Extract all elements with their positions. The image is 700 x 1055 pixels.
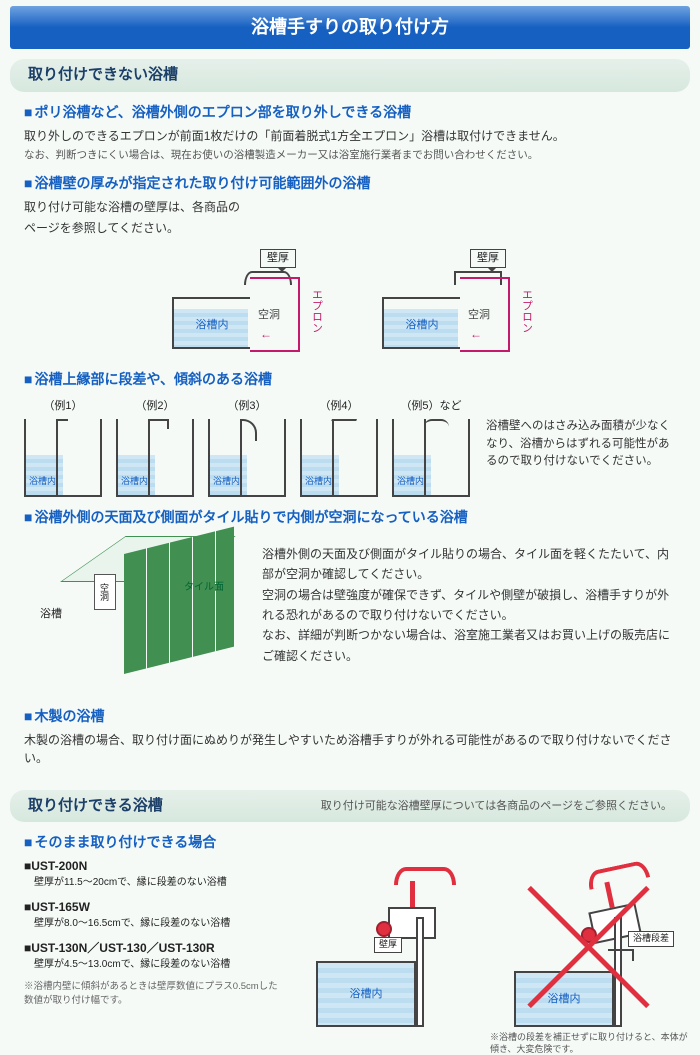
s3-heading: 浴槽上縁部に段差や、傾斜のある浴槽 [24,369,676,390]
ex5-label: （例5）など [392,398,470,415]
tub-cross-section-2: 壁厚 浴槽内 空洞 ← エプロン [370,249,540,359]
rim-shape [56,419,100,495]
s4-block: 空洞 浴槽 タイル面 浴槽外側の天面及び側面がタイル貼りの場合、タイル面を軽くた… [24,536,676,696]
s5-text: 木製の浴槽の場合、取り付け面にぬめりが発生しやすいため浴槽手すりが外れる可能性が… [24,731,676,767]
product-code: UST-165W [24,898,284,916]
page-title: 浴槽手すりの取り付け方 [10,6,690,49]
inside-label: 浴槽内 [121,475,148,489]
install-bad-note: ※浴槽の段差を補正せずに取り付けると、本体が傾き、大変危険です。 [490,1032,690,1055]
ex1-label: （例1） [24,398,102,415]
wall-icon [416,917,424,1027]
ex4-shape: 浴槽内 [300,419,378,497]
example-set: （例1） 浴槽内 （例2） 浴槽内 （例3） 浴槽内 [24,398,470,497]
tub-cross-section-1: 壁厚 浴槽内 空洞 ← エプロン [160,249,330,359]
cross-icon [506,867,666,1027]
product-desc: 壁厚が11.5～20cmで、縁に段差のない浴槽 [34,875,284,890]
band-can-install: 取り付けできる浴槽 取り付け可能な浴槽壁厚については各商品のページをご参照くださ… [10,790,690,823]
arrow-left-icon: ← [470,325,482,343]
tile-face-label: タイル面 [184,580,224,595]
s4-text: 浴槽外側の天面及び側面がタイル貼りの場合、タイル面を軽くたたいて、内部が空洞か確… [262,536,676,696]
can-install-content: そのまま取り付けできる場合 UST-200N 壁厚が11.5～20cmで、縁に段… [0,832,700,1051]
inside-label: 浴槽内 [213,475,240,489]
s2-diagram-row: 壁厚 浴槽内 空洞 ← エプロン 壁厚 浴槽内 空洞 ← エプロン [24,249,676,359]
cannot-install-content: ポリ浴槽など、浴槽外側のエプロン部を取り外しできる浴槽 取り外しのできるエプロン… [0,102,700,784]
cavity-label: 空洞 [258,307,280,324]
s1-line1: 取り外しのできるエプロンが前面1枚だけの「前面着脱式1方全エプロン」浴槽は取付け… [24,127,676,145]
cavity-slot: 空洞 [94,574,116,610]
s2-heading: 浴槽壁の厚みが指定された取り付け可能範囲外の浴槽 [24,173,676,194]
ex3-label: （例3） [208,398,286,415]
s2-line2: ページを参照してください。 [24,219,676,237]
s2-line1: 取り付け可能な浴槽の壁厚は、各商品の [24,198,676,216]
install-item-0: UST-200N 壁厚が11.5～20cmで、縁に段差のない浴槽 [24,857,284,890]
tub-inside-label: 浴槽内 [382,297,460,349]
product-code: UST-130N／UST-130／UST-130R [24,939,284,957]
band-cannot-install: 取り付けできない浴槽 [10,59,690,92]
s1-line2: なお、判断つきにくい場合は、現在お使いの浴槽製造メーカー又は浴室施行業者までお問… [24,148,676,164]
example-5: （例5）など 浴槽内 [392,398,470,497]
wall-thickness-label: 壁厚 [374,937,402,953]
product-desc: 壁厚が4.5～13.0cmで、縁に段差のない浴槽 [34,957,284,972]
s3-row: （例1） 浴槽内 （例2） 浴槽内 （例3） 浴槽内 [24,398,676,497]
install-heading: そのまま取り付けできる場合 [24,832,676,853]
apron-label: エプロン [308,289,325,333]
install-item-2: UST-130N／UST-130／UST-130R 壁厚が4.5～13.0cmで… [24,939,284,972]
install-row: UST-200N 壁厚が11.5～20cmで、縁に段差のない浴槽 UST-165… [24,857,676,1037]
ex1-shape: 浴槽内 [24,419,102,497]
band-can-label: 取り付けできる浴槽 [28,797,163,814]
install-fine-print: ※浴槽内壁に傾斜があるときは壁厚数値にプラス0.5cmした数値が取り付け幅です。 [24,980,284,1007]
install-diagram-set: 壁厚 浴槽段差 ※浴槽の段差を補正せずに取り付けると、本体が傾き、大変危険です。 [298,857,676,1037]
ex2-shape: 浴槽内 [116,419,194,497]
rim-shape [332,419,376,495]
product-desc: 壁厚が8.0～16.5cmで、縁に段差のない浴槽 [34,916,284,931]
install-correct: 壁厚 [298,857,478,1037]
s5-heading: 木製の浴槽 [24,706,676,727]
product-code: UST-200N [24,857,284,875]
install-item-1: UST-165W 壁厚が8.0～16.5cmで、縁に段差のない浴槽 [24,898,284,931]
s4-heading: 浴槽外側の天面及び側面がタイル貼りで内側が空洞になっている浴槽 [24,507,676,528]
example-2: （例2） 浴槽内 [116,398,194,497]
inside-label: 浴槽内 [397,475,424,489]
inside-label: 浴槽内 [29,475,56,489]
example-3: （例3） 浴槽内 [208,398,286,497]
ex3-shape: 浴槽内 [208,419,286,497]
rim-shape [240,419,284,495]
tub-label: 浴槽 [40,606,62,623]
inside-label: 浴槽内 [305,475,332,489]
tub-icon [316,961,416,1027]
s3-side-text: 浴槽壁へのはさみ込み面積が少なくなり、浴槽からはずれる可能性があるので取り付けな… [486,398,676,470]
install-list: UST-200N 壁厚が11.5～20cmで、縁に段差のない浴槽 UST-165… [24,857,284,1007]
example-1: （例1） 浴槽内 [24,398,102,497]
s1-heading: ポリ浴槽など、浴槽外側のエプロン部を取り外しできる浴槽 [24,102,676,123]
ex5-shape: 浴槽内 [392,419,470,497]
ex2-label: （例2） [116,398,194,415]
tub-inside-label: 浴槽内 [172,297,250,349]
arrow-left-icon: ← [260,325,272,343]
example-4: （例4） 浴槽内 [300,398,378,497]
tile-diagram: 空洞 浴槽 タイル面 [24,536,244,696]
rim-shape [148,419,192,495]
rim-shape [424,419,468,495]
band-cannot-label: 取り付けできない浴槽 [28,66,178,83]
band-can-note: 取り付け可能な浴槽壁厚については各商品のページをご参照ください。 [321,795,672,817]
wall-thickness-label: 壁厚 [260,249,296,268]
cavity-label: 空洞 [468,307,490,324]
apron-label: エプロン [518,289,535,333]
ex4-label: （例4） [300,398,378,415]
wall-thickness-label: 壁厚 [470,249,506,268]
install-incorrect: 浴槽段差 ※浴槽の段差を補正せずに取り付けると、本体が傾き、大変危険です。 [496,857,676,1037]
